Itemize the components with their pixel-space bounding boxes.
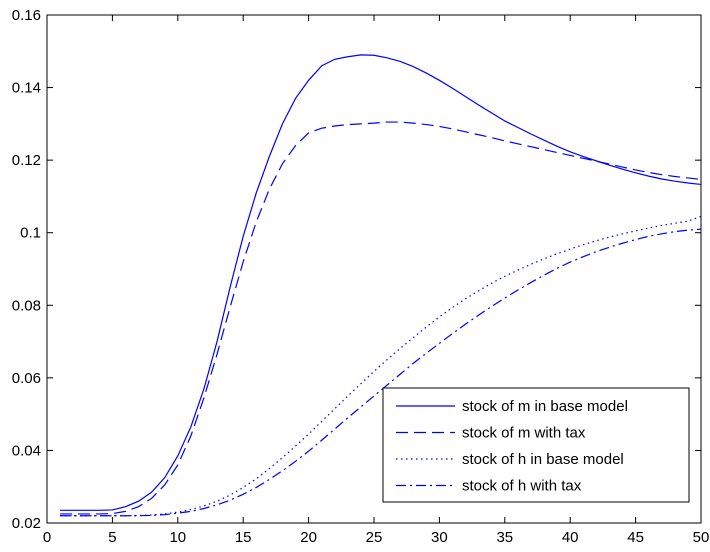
axes: 0 5 10 15 20 25 30 35 40 45 50 0.02 0.04 0.06 0.08 0.1 0… — [12, 7, 710, 546]
legend-box — [382, 387, 690, 503]
y-tick-label: 0.14 — [12, 80, 41, 97]
y-tick-label: 0.16 — [12, 7, 41, 24]
series-line-4 — [60, 228, 702, 517]
x-tick-label: 25 — [366, 529, 383, 546]
series-line-1 — [60, 54, 702, 511]
y-tick-label: 0.12 — [12, 152, 41, 169]
x-tick-label: 5 — [108, 529, 116, 546]
legend-label: stock of m with tax — [462, 425, 586, 442]
x-tick-label: 0 — [43, 529, 51, 546]
y-tick-label: 0.04 — [12, 442, 41, 459]
x-tick-label: 50 — [693, 529, 710, 546]
x-tick-label: 15 — [235, 529, 252, 546]
y-tick-label: 0.1 — [20, 225, 41, 242]
series-line-2 — [60, 121, 702, 515]
legend-label: stock of h in base model — [462, 451, 624, 468]
x-tick-label: 30 — [431, 529, 448, 546]
x-tick-label: 20 — [300, 529, 317, 546]
y-tick-label: 0.02 — [12, 515, 41, 532]
legend-label: stock of h with tax — [462, 478, 582, 495]
y-tick-label: 0.08 — [12, 297, 41, 314]
series-lines — [60, 54, 702, 517]
y-tick-label: 0.06 — [12, 370, 41, 387]
x-tick-label: 10 — [169, 529, 186, 546]
legend: stock of m in base model stock of m with … — [382, 387, 690, 503]
x-tick-label: 40 — [562, 529, 579, 546]
x-tick-label: 45 — [627, 529, 644, 546]
legend-label: stock of m in base model — [462, 398, 628, 415]
x-tick-label: 35 — [496, 529, 513, 546]
